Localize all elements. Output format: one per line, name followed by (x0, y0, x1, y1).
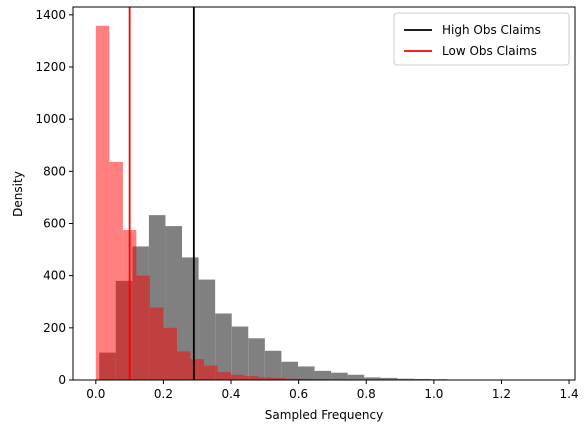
x-tick-label: 0.2 (154, 387, 173, 401)
histogram-bar (163, 327, 177, 380)
histogram-bar (136, 275, 150, 380)
histogram-bar (231, 374, 245, 380)
histogram-bar (198, 279, 216, 380)
reference-lines-layer (128, 7, 195, 380)
histogram-bar (271, 377, 286, 380)
histogram-bar (297, 366, 315, 380)
x-axis-label: Sampled Frequency (265, 408, 383, 422)
y-tick-label: 600 (43, 216, 66, 230)
histogram-bar (258, 377, 272, 380)
histogram-bar (298, 378, 313, 380)
x-tick-label: 1.0 (424, 387, 443, 401)
legend: High Obs Claims Low Obs Claims (393, 12, 570, 66)
x-tick-label: 1.4 (560, 387, 579, 401)
histogram-bar (217, 372, 232, 380)
plot-frame (72, 6, 576, 381)
histogram-bar (314, 370, 332, 380)
y-tick-label: 1400 (35, 8, 66, 22)
bars-layer (95, 25, 554, 380)
y-tick-label: 200 (43, 321, 66, 335)
x-tick-label: 0.4 (221, 387, 240, 401)
series-bars-1 (95, 25, 367, 380)
histogram-bar (380, 377, 398, 380)
x-tick-label: 0.0 (86, 387, 105, 401)
histogram-bar (203, 365, 218, 380)
x-tick-label: 0.6 (289, 387, 308, 401)
y-tick-label: 0 (58, 373, 66, 387)
histogram-bar (109, 161, 123, 380)
histogram-bar (347, 374, 365, 380)
y-tick-label: 800 (43, 164, 66, 178)
histogram-bar (231, 326, 249, 380)
histogram-bar (397, 378, 414, 380)
histogram-bar (248, 338, 265, 380)
histogram-bar (176, 351, 191, 380)
histogram-bar (244, 376, 259, 380)
histogram-bar (149, 307, 164, 380)
legend-label-low: Low Obs Claims (442, 44, 537, 58)
histogram-bar (364, 377, 381, 380)
y-tick-label: 1200 (35, 60, 66, 74)
x-tick-label: 0.8 (357, 387, 376, 401)
histogram-bar (215, 313, 232, 380)
histogram-bar (95, 25, 110, 380)
histogram-bar (413, 378, 431, 380)
y-tick-label: 400 (43, 269, 66, 283)
histogram-bar (264, 350, 282, 380)
y-axis-label: Density (11, 171, 25, 217)
histogram-bar (281, 361, 298, 380)
x-axis: 0.0 0.2 0.4 0.6 0.8 1.0 1.2 1.4 (86, 380, 579, 401)
histogram-bar (331, 372, 348, 380)
histogram-bar (190, 359, 204, 380)
histogram-bar (285, 378, 299, 380)
plot-area (72, 6, 576, 381)
legend-label-high: High Obs Claims (442, 23, 541, 37)
y-axis: 0 200 400 600 800 1000 1200 1400 (35, 8, 73, 387)
legend-box (393, 12, 570, 66)
y-tick-label: 1000 (35, 112, 66, 126)
x-tick-label: 1.2 (492, 387, 511, 401)
